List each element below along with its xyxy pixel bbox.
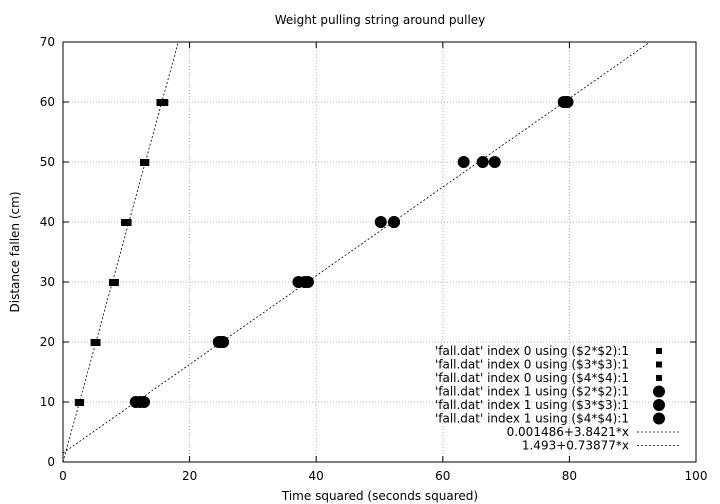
legend-marker-circle: [653, 385, 665, 398]
legend-marker-square: [656, 348, 662, 354]
data-point-square: [109, 279, 118, 286]
data-point-square: [140, 159, 149, 166]
y-tick-label: 20: [40, 335, 55, 349]
y-tick-label: 60: [40, 95, 55, 109]
plot-frame: [62, 41, 697, 463]
grid: [63, 42, 696, 462]
chart-title: Weight pulling string around pulley: [275, 13, 486, 27]
data-point-square: [160, 99, 169, 106]
y-tick-label: 70: [40, 35, 55, 49]
data-point-circle: [476, 156, 489, 168]
y-axis-label: Distance fallen (cm): [8, 192, 22, 313]
data-point-circle: [561, 96, 574, 108]
fit-lines: [62, 41, 651, 463]
data-point-circle: [374, 216, 387, 228]
y-tick-label: 50: [40, 155, 55, 169]
x-axis-label: Time squared (seconds squared): [281, 489, 478, 503]
data-point-square: [76, 399, 85, 406]
x-tick-label: 60: [435, 469, 450, 483]
data-point-circle: [301, 276, 314, 288]
data-point-circle: [138, 396, 151, 408]
legend-label: 'fall.dat' index 0 using ($3*$3):1: [435, 358, 629, 372]
data-point-circle: [488, 156, 501, 168]
legend-label: 1.493+0.73877*x: [522, 439, 629, 453]
data-points: [74, 96, 574, 408]
legend-marker-circle: [653, 399, 665, 411]
fit-line: [62, 41, 651, 454]
legend-label: 'fall.dat' index 0 using ($2*$2):1: [435, 344, 629, 358]
legend-marker-square: [656, 375, 662, 381]
fit-line: [62, 41, 179, 463]
x-tick-label: 100: [685, 469, 708, 483]
data-point-square: [123, 219, 132, 226]
legend-label: 0.001486+3.8421*x: [507, 425, 629, 439]
y-tick-label: 10: [40, 395, 55, 409]
legend-label: 'fall.dat' index 1 using ($2*$2):1: [435, 385, 629, 399]
legend-label: 'fall.dat' index 0 using ($4*$4):1: [435, 371, 629, 385]
legend-marker-square: [656, 361, 662, 368]
x-tick-label: 40: [309, 469, 324, 483]
x-tick-label: 0: [59, 469, 67, 483]
x-tick-label: 20: [182, 469, 197, 483]
axis-ticks: 0 20 40 60 80 100 0 10 20 30 40 50 60 70: [40, 35, 708, 483]
legend: 'fall.dat' index 0 using ($2*$2):1'fall.…: [435, 344, 680, 453]
y-tick-label: 30: [40, 275, 55, 289]
data-point-circle: [217, 336, 230, 348]
legend-label: 'fall.dat' index 1 using ($4*$4):1: [435, 412, 629, 426]
x-tick-label: 80: [562, 469, 577, 483]
data-point-square: [92, 339, 101, 346]
data-point-circle: [388, 216, 401, 228]
data-point-circle: [457, 156, 470, 168]
y-tick-label: 0: [47, 455, 55, 469]
legend-marker-circle: [653, 412, 665, 425]
legend-label: 'fall.dat' index 1 using ($3*$3):1: [435, 398, 629, 412]
y-tick-label: 40: [40, 215, 55, 229]
